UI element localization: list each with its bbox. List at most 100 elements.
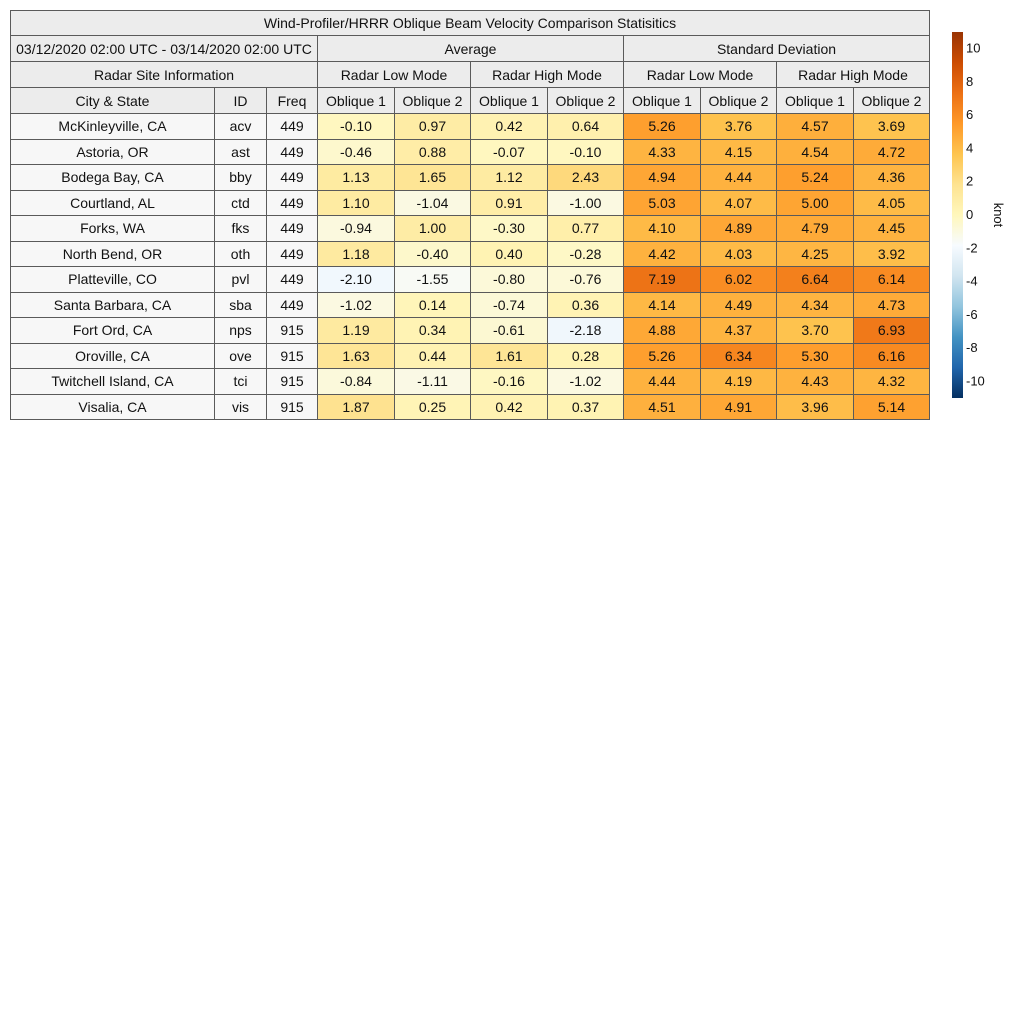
column-header: Oblique 1 bbox=[623, 87, 701, 114]
table-row: Visalia, CA vis 915 1.87 0.25 0.42 0.37 4.51 4.9… bbox=[10, 393, 930, 420]
group-header-std: Standard Deviation bbox=[623, 35, 930, 62]
colorbar-tick-label: 8 bbox=[966, 74, 973, 89]
site-city-cell: Astoria, OR bbox=[10, 138, 215, 165]
table-row: Courtland, AL ctd 449 1.10 -1.04 0.91 -1.00 5.0… bbox=[10, 189, 930, 216]
average-value-cell: 1.63 bbox=[317, 342, 395, 369]
table-row: Oroville, CA ove 915 1.63 0.44 1.61 0.28 5.26 6.… bbox=[10, 342, 930, 369]
average-value-cell: -1.02 bbox=[547, 368, 624, 395]
site-freq-cell: 915 bbox=[266, 393, 318, 420]
site-city-cell: Courtland, AL bbox=[10, 189, 215, 216]
average-value-cell: 1.87 bbox=[317, 393, 395, 420]
average-value-cell: 0.36 bbox=[547, 291, 624, 318]
std-value-cell: 5.14 bbox=[853, 393, 930, 420]
mode-header: Radar High Mode bbox=[776, 61, 930, 88]
column-header: ID bbox=[214, 87, 267, 114]
site-freq-cell: 449 bbox=[266, 215, 318, 242]
site-freq-cell: 449 bbox=[266, 189, 318, 216]
average-value-cell: 1.65 bbox=[394, 164, 471, 191]
average-value-cell: 0.25 bbox=[394, 393, 471, 420]
std-value-cell: 4.54 bbox=[776, 138, 854, 165]
std-value-cell: 4.44 bbox=[700, 164, 777, 191]
site-freq-cell: 449 bbox=[266, 113, 318, 140]
average-value-cell: 0.77 bbox=[547, 215, 624, 242]
std-value-cell: 6.14 bbox=[853, 266, 930, 293]
average-value-cell: 1.61 bbox=[470, 342, 548, 369]
site-id-cell: tci bbox=[214, 368, 267, 395]
column-header: City & State bbox=[10, 87, 215, 114]
average-value-cell: 1.00 bbox=[394, 215, 471, 242]
average-value-cell: 2.43 bbox=[547, 164, 624, 191]
std-value-cell: 4.49 bbox=[700, 291, 777, 318]
stats-table-container: Wind-Profiler/HRRR Oblique Beam Velocity… bbox=[10, 10, 930, 420]
std-value-cell: 4.42 bbox=[623, 240, 701, 267]
column-header: Oblique 2 bbox=[700, 87, 777, 114]
column-header: Oblique 1 bbox=[776, 87, 854, 114]
average-value-cell: -0.61 bbox=[470, 317, 548, 344]
site-freq-cell: 449 bbox=[266, 240, 318, 267]
std-value-cell: 6.02 bbox=[700, 266, 777, 293]
site-city-cell: Platteville, CO bbox=[10, 266, 215, 293]
average-value-cell: 1.19 bbox=[317, 317, 395, 344]
average-value-cell: -0.16 bbox=[470, 368, 548, 395]
site-id-cell: vis bbox=[214, 393, 267, 420]
average-value-cell: -0.76 bbox=[547, 266, 624, 293]
std-value-cell: 4.32 bbox=[853, 368, 930, 395]
std-value-cell: 4.19 bbox=[700, 368, 777, 395]
std-value-cell: 4.03 bbox=[700, 240, 777, 267]
average-value-cell: -1.11 bbox=[394, 368, 471, 395]
std-value-cell: 5.00 bbox=[776, 189, 854, 216]
table-title: Wind-Profiler/HRRR Oblique Beam Velocity… bbox=[10, 10, 930, 36]
site-city-cell: McKinleyville, CA bbox=[10, 113, 215, 140]
stats-table: Wind-Profiler/HRRR Oblique Beam Velocity… bbox=[10, 10, 930, 420]
std-value-cell: 5.24 bbox=[776, 164, 854, 191]
std-value-cell: 4.94 bbox=[623, 164, 701, 191]
colorbar-tick-label: 10 bbox=[966, 41, 980, 56]
average-value-cell: -0.30 bbox=[470, 215, 548, 242]
std-value-cell: 4.89 bbox=[700, 215, 777, 242]
site-info-header: Radar Site Information bbox=[10, 61, 318, 88]
table-row: Astoria, OR ast 449 -0.46 0.88 -0.07 -0.10 4.33… bbox=[10, 138, 930, 165]
average-value-cell: 0.14 bbox=[394, 291, 471, 318]
mode-header: Radar Low Mode bbox=[317, 61, 471, 88]
average-value-cell: -0.07 bbox=[470, 138, 548, 165]
std-value-cell: 5.03 bbox=[623, 189, 701, 216]
std-value-cell: 4.10 bbox=[623, 215, 701, 242]
site-id-cell: bby bbox=[214, 164, 267, 191]
table-row: Santa Barbara, CA sba 449 -1.02 0.14 -0.74 0.3… bbox=[10, 291, 930, 318]
colorbar-unit-label: knot bbox=[991, 203, 1006, 228]
std-value-cell: 3.69 bbox=[853, 113, 930, 140]
site-city-cell: Twitchell Island, CA bbox=[10, 368, 215, 395]
average-value-cell: 0.28 bbox=[547, 342, 624, 369]
std-value-cell: 3.92 bbox=[853, 240, 930, 267]
std-value-cell: 4.88 bbox=[623, 317, 701, 344]
average-value-cell: -1.04 bbox=[394, 189, 471, 216]
column-header: Oblique 2 bbox=[853, 87, 930, 114]
average-value-cell: 1.13 bbox=[317, 164, 395, 191]
group-header-average: Average bbox=[317, 35, 624, 62]
average-value-cell: 1.12 bbox=[470, 164, 548, 191]
site-id-cell: ove bbox=[214, 342, 267, 369]
average-value-cell: 0.40 bbox=[470, 240, 548, 267]
std-value-cell: 5.26 bbox=[623, 342, 701, 369]
site-freq-cell: 915 bbox=[266, 317, 318, 344]
site-freq-cell: 449 bbox=[266, 164, 318, 191]
colorbar-tick-label: 6 bbox=[966, 107, 973, 122]
colorbar-tick-label: -10 bbox=[966, 373, 985, 388]
site-id-cell: ast bbox=[214, 138, 267, 165]
site-city-cell: Santa Barbara, CA bbox=[10, 291, 215, 318]
std-value-cell: 3.76 bbox=[700, 113, 777, 140]
site-freq-cell: 449 bbox=[266, 138, 318, 165]
std-value-cell: 4.36 bbox=[853, 164, 930, 191]
site-city-cell: North Bend, OR bbox=[10, 240, 215, 267]
average-value-cell: 0.97 bbox=[394, 113, 471, 140]
site-id-cell: nps bbox=[214, 317, 267, 344]
std-value-cell: 4.34 bbox=[776, 291, 854, 318]
average-value-cell: 0.91 bbox=[470, 189, 548, 216]
std-value-cell: 3.96 bbox=[776, 393, 854, 420]
colorbar-tick-label: -4 bbox=[966, 274, 978, 289]
site-id-cell: sba bbox=[214, 291, 267, 318]
site-freq-cell: 449 bbox=[266, 291, 318, 318]
average-value-cell: -0.10 bbox=[317, 113, 395, 140]
colorbar-tick-label: 2 bbox=[966, 174, 973, 189]
std-value-cell: 3.70 bbox=[776, 317, 854, 344]
